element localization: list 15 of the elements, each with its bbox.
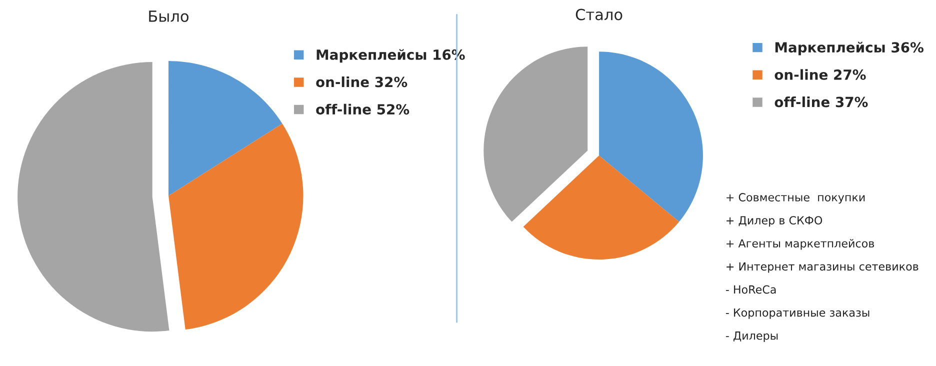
legend-label: Маркеплейсы 36%	[775, 42, 924, 56]
chart-title: Было	[149, 10, 188, 22]
legend-label: off-line 52%	[316, 104, 410, 115]
legend-label: on-line 27%	[774, 69, 866, 80]
text: - Дилеры	[726, 332, 778, 342]
text: + Дилер в СКФО	[726, 216, 822, 227]
text: + Агенты маркетплейсов	[726, 239, 874, 250]
chart-title: Стало	[576, 8, 622, 20]
text: + Интернет магазины сетевиков	[726, 262, 918, 273]
text: - Корпоративные заказы	[726, 308, 870, 319]
text: - HoReCa	[726, 285, 776, 294]
text: + Совместные покупки	[726, 193, 865, 204]
legend-label: on-line 32%	[316, 76, 408, 88]
legend-label: Маркеплейсы 16%	[316, 49, 465, 63]
legend-label: off-line 37%	[774, 96, 868, 108]
